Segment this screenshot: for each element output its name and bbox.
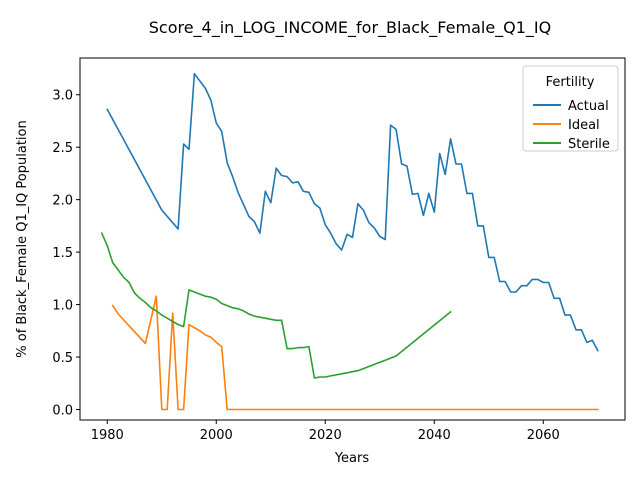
y-tick-label: 2.0	[52, 194, 73, 209]
series-line-sterile	[100, 232, 452, 379]
y-axis: 0.0 0.5 1.0 1.5 2.0 2.5 3.0	[52, 89, 80, 419]
y-tick-label: 0.0	[52, 404, 73, 419]
x-tick-label: 2060	[527, 428, 560, 443]
y-tick-label: 2.5	[52, 141, 73, 156]
x-tick-label: 2040	[418, 428, 451, 443]
legend-label-actual: Actual	[568, 99, 609, 114]
legend-label-sterile: Sterile	[568, 137, 610, 152]
series-line-actual	[106, 72, 599, 352]
axes-frame	[79, 57, 626, 421]
plot-area	[100, 72, 599, 411]
series-line-ideal	[111, 295, 599, 411]
x-tick-label: 2020	[309, 428, 342, 443]
x-tick-label: 2000	[200, 428, 233, 443]
y-tick-label: 3.0	[52, 89, 73, 104]
x-axis: 1980 2000 2020 2040 2060	[91, 420, 560, 443]
chart-title: Score_4_in_LOG_INCOME_for_Black_Female_Q…	[149, 18, 552, 38]
x-tick-label: 1980	[91, 428, 124, 443]
x-axis-label: Years	[334, 451, 370, 466]
y-tick-label: 1.5	[52, 246, 73, 261]
y-axis-label: % of Black_Female Q1_IQ Population	[15, 120, 30, 357]
legend-title: Fertility	[546, 75, 595, 90]
y-tick-label: 0.5	[52, 351, 73, 366]
legend-label-ideal: Ideal	[568, 118, 600, 133]
legend: Fertility Actual Ideal Sterile	[522, 65, 619, 152]
y-tick-label: 1.0	[52, 299, 73, 314]
legend-box	[522, 65, 619, 152]
